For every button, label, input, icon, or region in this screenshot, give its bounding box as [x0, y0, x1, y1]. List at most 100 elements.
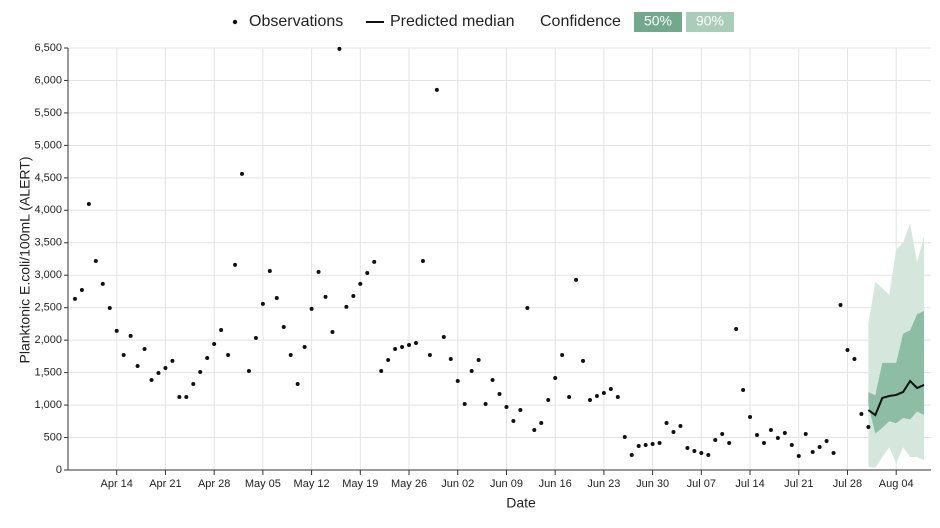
observation-point	[100, 281, 105, 286]
observation-point	[803, 431, 808, 436]
observation-point	[810, 450, 815, 455]
observation-point	[149, 377, 154, 382]
x-tick-label: May 26	[391, 478, 427, 490]
observation-point	[532, 428, 537, 433]
observation-point	[344, 304, 349, 309]
y-tick-label: 6,000	[34, 74, 62, 86]
observation-point	[553, 375, 558, 380]
observation-point	[560, 352, 565, 357]
observation-point	[664, 420, 669, 425]
observation-point	[775, 435, 780, 440]
observation-point	[233, 262, 238, 267]
observation-point	[184, 394, 189, 399]
x-tick-label: Apr 14	[101, 478, 133, 490]
legend-label: Predicted median	[390, 13, 515, 30]
legend: Observations Predicted median Confidence…	[232, 12, 734, 32]
observation-point	[734, 326, 739, 331]
observation-point	[650, 441, 655, 446]
y-tick-label: 1,500	[34, 367, 62, 379]
observation-point	[156, 370, 161, 375]
observation-point	[699, 450, 704, 455]
observation-point	[685, 445, 690, 450]
observation-point	[170, 358, 175, 363]
y-tick-label: 3,000	[34, 269, 62, 281]
observation-point	[643, 443, 648, 448]
observation-point	[789, 443, 794, 448]
observation-point	[86, 201, 91, 206]
x-tick-label: Jun 16	[539, 478, 572, 490]
observation-point	[93, 258, 98, 263]
observation-point	[768, 428, 773, 433]
x-tick-label: Jun 23	[587, 478, 620, 490]
x-tick-label: May 12	[294, 478, 330, 490]
observation-point	[226, 352, 231, 357]
observation-point	[713, 438, 718, 443]
observation-point	[615, 394, 620, 399]
observation-point	[212, 341, 217, 346]
observation-point	[574, 277, 579, 282]
observation-point	[741, 387, 746, 392]
observation-point	[302, 344, 307, 349]
y-tick-label: 4,500	[34, 172, 62, 184]
observation-point	[379, 368, 384, 373]
observation-point	[365, 270, 370, 275]
observation-point	[838, 302, 843, 307]
observation-point	[393, 346, 398, 351]
y-tick-label: 5,500	[34, 107, 62, 119]
legend-symbol	[232, 19, 238, 25]
observation-point	[309, 306, 314, 311]
observation-point	[448, 356, 453, 361]
observation-point	[782, 430, 787, 435]
observation-point	[198, 369, 203, 374]
observation-point	[567, 394, 572, 399]
observation-point	[622, 435, 627, 440]
observation-point	[191, 381, 196, 386]
observation-point	[260, 301, 265, 306]
observation-point	[866, 424, 871, 429]
legend-badge	[686, 12, 734, 32]
observation-point	[267, 268, 272, 273]
x-axis-title: Date	[506, 495, 536, 511]
observation-point	[351, 293, 356, 298]
observation-point	[845, 347, 850, 352]
observation-point	[253, 335, 258, 340]
confidence-band	[868, 310, 925, 434]
legend-badge-label: 50%	[644, 13, 672, 29]
legend-badge	[634, 12, 682, 32]
observation-point	[142, 346, 147, 351]
x-tick-label: Apr 21	[149, 478, 181, 490]
observation-point	[594, 393, 599, 398]
observation-point	[358, 281, 363, 286]
observation-point	[177, 394, 182, 399]
observation-point	[601, 391, 606, 396]
observation-point	[761, 440, 766, 445]
observation-point	[629, 453, 634, 458]
observation-point	[720, 431, 725, 436]
observation-point	[114, 328, 119, 333]
observation-point	[483, 401, 488, 406]
y-tick-label: 5,000	[34, 139, 62, 151]
y-tick-label: 0	[56, 464, 62, 476]
observation-point	[420, 258, 425, 263]
observation-point	[407, 342, 412, 347]
observation-point	[504, 404, 509, 409]
observation-point	[525, 305, 530, 310]
observation-point	[587, 397, 592, 402]
x-tick-label: Aug 04	[879, 478, 914, 490]
observation-point	[462, 401, 467, 406]
observation-point	[657, 440, 662, 445]
observation-point	[427, 352, 432, 357]
observation-point	[107, 305, 112, 310]
x-tick-label: May 05	[245, 478, 281, 490]
y-tick-label: 6,500	[34, 42, 62, 54]
legend-title: Confidence	[540, 13, 621, 30]
y-tick-label: 500	[44, 431, 62, 443]
observation-point	[518, 408, 523, 413]
observation-point	[581, 358, 586, 363]
observation-point	[727, 440, 732, 445]
observation-point	[546, 397, 551, 402]
observation-point	[372, 259, 377, 264]
observation-point	[671, 430, 676, 435]
observation-point	[274, 295, 279, 300]
